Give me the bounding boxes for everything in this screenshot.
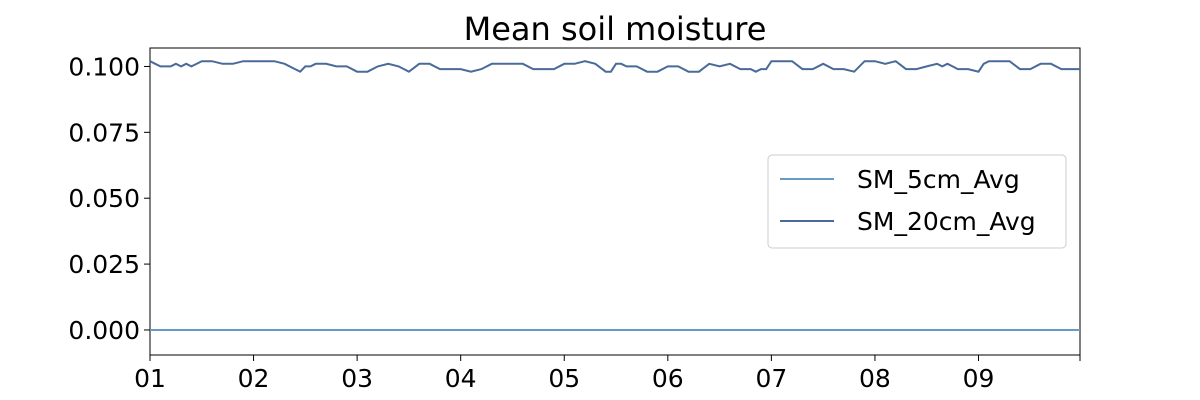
x-tick-label-3: 04 — [445, 364, 477, 393]
x-tick-label-1: 02 — [238, 364, 270, 393]
y-tick-label-0: 0.000 — [68, 316, 140, 345]
series-line-1 — [149, 60, 1080, 73]
legend-box — [767, 154, 1067, 249]
x-tick-label-2: 03 — [341, 364, 373, 393]
y-tick-label-2: 0.050 — [68, 184, 140, 213]
x-tick-label-5: 06 — [652, 364, 684, 393]
plot-area-frame — [149, 47, 1081, 356]
y-tick-label-3: 0.075 — [68, 118, 140, 147]
y-tick-label-1: 0.025 — [68, 250, 140, 279]
chart-title: Mean soil moisture — [464, 10, 767, 48]
legend-label-1: SM_20cm_Avg — [857, 207, 1036, 236]
legend-label-0: SM_5cm_Avg — [857, 165, 1020, 194]
series-layer — [149, 60, 1080, 331]
x-tick-label-4: 05 — [548, 364, 580, 393]
x-tick-label-0: 01 — [134, 364, 166, 393]
legend: SM_5cm_Avg SM_20cm_Avg — [767, 154, 1067, 249]
x-tick-label-8: 09 — [963, 364, 995, 393]
x-tick-label-6: 07 — [755, 364, 787, 393]
x-tick-label-7: 08 — [859, 364, 891, 393]
y-axis: 0.000 0.025 0.050 0.075 0.100 — [68, 52, 150, 345]
y-tick-label-4: 0.100 — [68, 52, 140, 81]
x-axis: 01 02 03 04 05 06 07 08 09 — [134, 355, 1081, 393]
